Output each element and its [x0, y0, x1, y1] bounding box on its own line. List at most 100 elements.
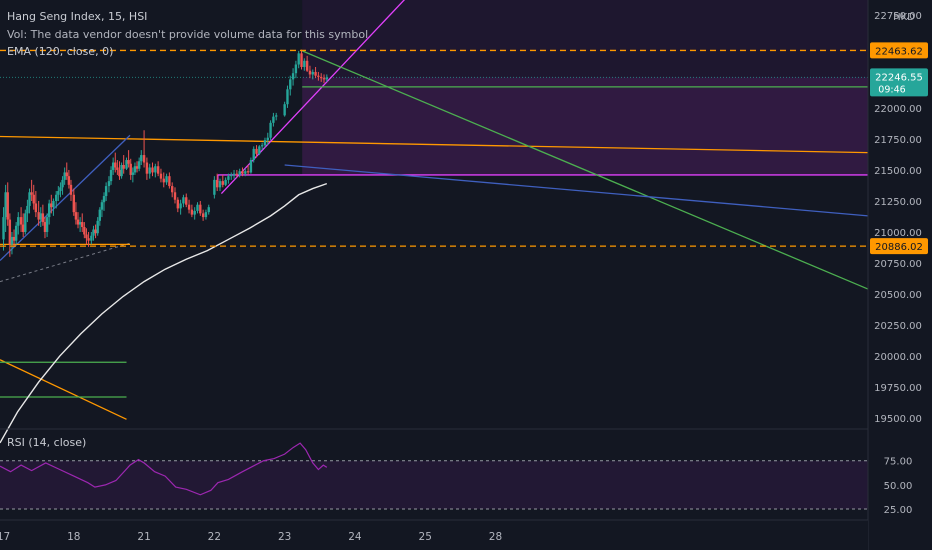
candle-down[interactable]	[116, 160, 119, 175]
candle-down[interactable]	[30, 179, 33, 201]
candle-up[interactable]	[96, 217, 99, 236]
candle-up[interactable]	[213, 176, 216, 199]
candle-up[interactable]	[148, 163, 151, 179]
candle-up[interactable]	[45, 213, 49, 237]
candle-up[interactable]	[10, 231, 14, 255]
candle-down[interactable]	[94, 224, 97, 239]
candle-down[interactable]	[168, 172, 171, 189]
candle-down[interactable]	[300, 49, 303, 70]
candle-down[interactable]	[32, 184, 35, 210]
candle-down[interactable]	[201, 209, 205, 221]
currency-label[interactable]: HKD	[893, 12, 915, 23]
time-axis[interactable]	[0, 520, 868, 550]
candle-down[interactable]	[85, 228, 88, 245]
candle-up[interactable]	[193, 207, 196, 220]
candle-down[interactable]	[190, 204, 194, 218]
drawing-orange-1[interactable]	[0, 359, 127, 420]
candle-up[interactable]	[61, 176, 64, 195]
candle-up[interactable]	[125, 157, 128, 170]
candle-down[interactable]	[215, 173, 219, 192]
candle-up[interactable]	[154, 163, 157, 178]
candle-down[interactable]	[319, 73, 323, 82]
drawing-green-5[interactable]	[301, 50, 869, 290]
candle-down[interactable]	[145, 157, 149, 180]
candle-up[interactable]	[207, 204, 210, 215]
candle-up[interactable]	[218, 178, 222, 192]
candle-down[interactable]	[34, 191, 38, 218]
candle-up[interactable]	[325, 74, 329, 82]
candle-up[interactable]	[269, 120, 272, 141]
candle-up[interactable]	[52, 198, 55, 216]
candle-down[interactable]	[317, 71, 320, 81]
rsi-line[interactable]	[0, 442, 328, 496]
candle-down[interactable]	[255, 145, 258, 158]
candle-up[interactable]	[133, 162, 137, 175]
drawing-blue-10[interactable]	[284, 164, 869, 217]
candle-down[interactable]	[170, 182, 174, 198]
candle-down[interactable]	[241, 167, 244, 177]
candle-down[interactable]	[322, 74, 326, 84]
candle-up[interactable]	[238, 168, 241, 178]
candle-down[interactable]	[314, 66, 317, 79]
candle-down[interactable]	[305, 55, 309, 72]
candle-up[interactable]	[289, 75, 292, 96]
candle-up[interactable]	[17, 212, 20, 235]
candle-down[interactable]	[83, 222, 86, 239]
candle-down[interactable]	[142, 130, 146, 168]
candle-down[interactable]	[114, 152, 117, 173]
candle-up[interactable]	[4, 184, 7, 232]
candle-up[interactable]	[196, 202, 199, 214]
candle-up[interactable]	[78, 217, 82, 232]
candle-up[interactable]	[294, 60, 298, 79]
candle-up[interactable]	[57, 186, 60, 201]
candle-up[interactable]	[224, 177, 227, 187]
candle-down[interactable]	[122, 155, 125, 174]
candle-down[interactable]	[72, 188, 75, 216]
candle-up[interactable]	[244, 168, 247, 177]
candle-down[interactable]	[12, 229, 16, 247]
last-price-badge[interactable]	[870, 68, 928, 97]
candle-up[interactable]	[137, 157, 141, 172]
candle-up[interactable]	[263, 137, 267, 148]
candle-down[interactable]	[176, 197, 180, 213]
candle-down[interactable]	[129, 158, 132, 180]
candle-up[interactable]	[260, 142, 264, 151]
candle-up[interactable]	[140, 150, 143, 165]
candle-down[interactable]	[43, 217, 47, 239]
candle-up[interactable]	[230, 172, 233, 180]
candle-up[interactable]	[249, 157, 253, 174]
candle-up[interactable]	[120, 162, 123, 179]
candle-down[interactable]	[8, 213, 12, 257]
candle-down[interactable]	[69, 179, 73, 201]
candle-up[interactable]	[131, 167, 135, 183]
candle-up[interactable]	[286, 85, 289, 108]
candle-up[interactable]	[252, 146, 255, 163]
candle-down[interactable]	[6, 182, 9, 226]
candle-down[interactable]	[159, 168, 163, 183]
candle-down[interactable]	[173, 187, 177, 204]
candle-down[interactable]	[118, 161, 121, 180]
candle-down[interactable]	[185, 193, 188, 208]
candle-down[interactable]	[76, 212, 80, 229]
candle-up[interactable]	[182, 194, 185, 208]
candle-down[interactable]	[187, 199, 191, 214]
candle-up[interactable]	[227, 173, 230, 184]
candle-up[interactable]	[283, 101, 286, 117]
candle-up[interactable]	[291, 68, 295, 86]
candle-up[interactable]	[111, 157, 115, 175]
candle-down[interactable]	[127, 150, 130, 168]
candle-up[interactable]	[98, 207, 102, 226]
candle-down[interactable]	[19, 207, 23, 232]
candle-up[interactable]	[179, 199, 182, 215]
candle-down[interactable]	[221, 174, 224, 188]
candle-down[interactable]	[162, 172, 165, 188]
candle-down[interactable]	[41, 204, 45, 226]
candle-down[interactable]	[37, 200, 40, 226]
candle-down[interactable]	[67, 169, 71, 189]
candle-down[interactable]	[21, 213, 25, 237]
candle-up[interactable]	[90, 231, 93, 245]
candle-up[interactable]	[28, 188, 31, 214]
candle-down[interactable]	[50, 194, 53, 214]
candle-up[interactable]	[59, 182, 62, 198]
candle-up[interactable]	[165, 173, 168, 185]
